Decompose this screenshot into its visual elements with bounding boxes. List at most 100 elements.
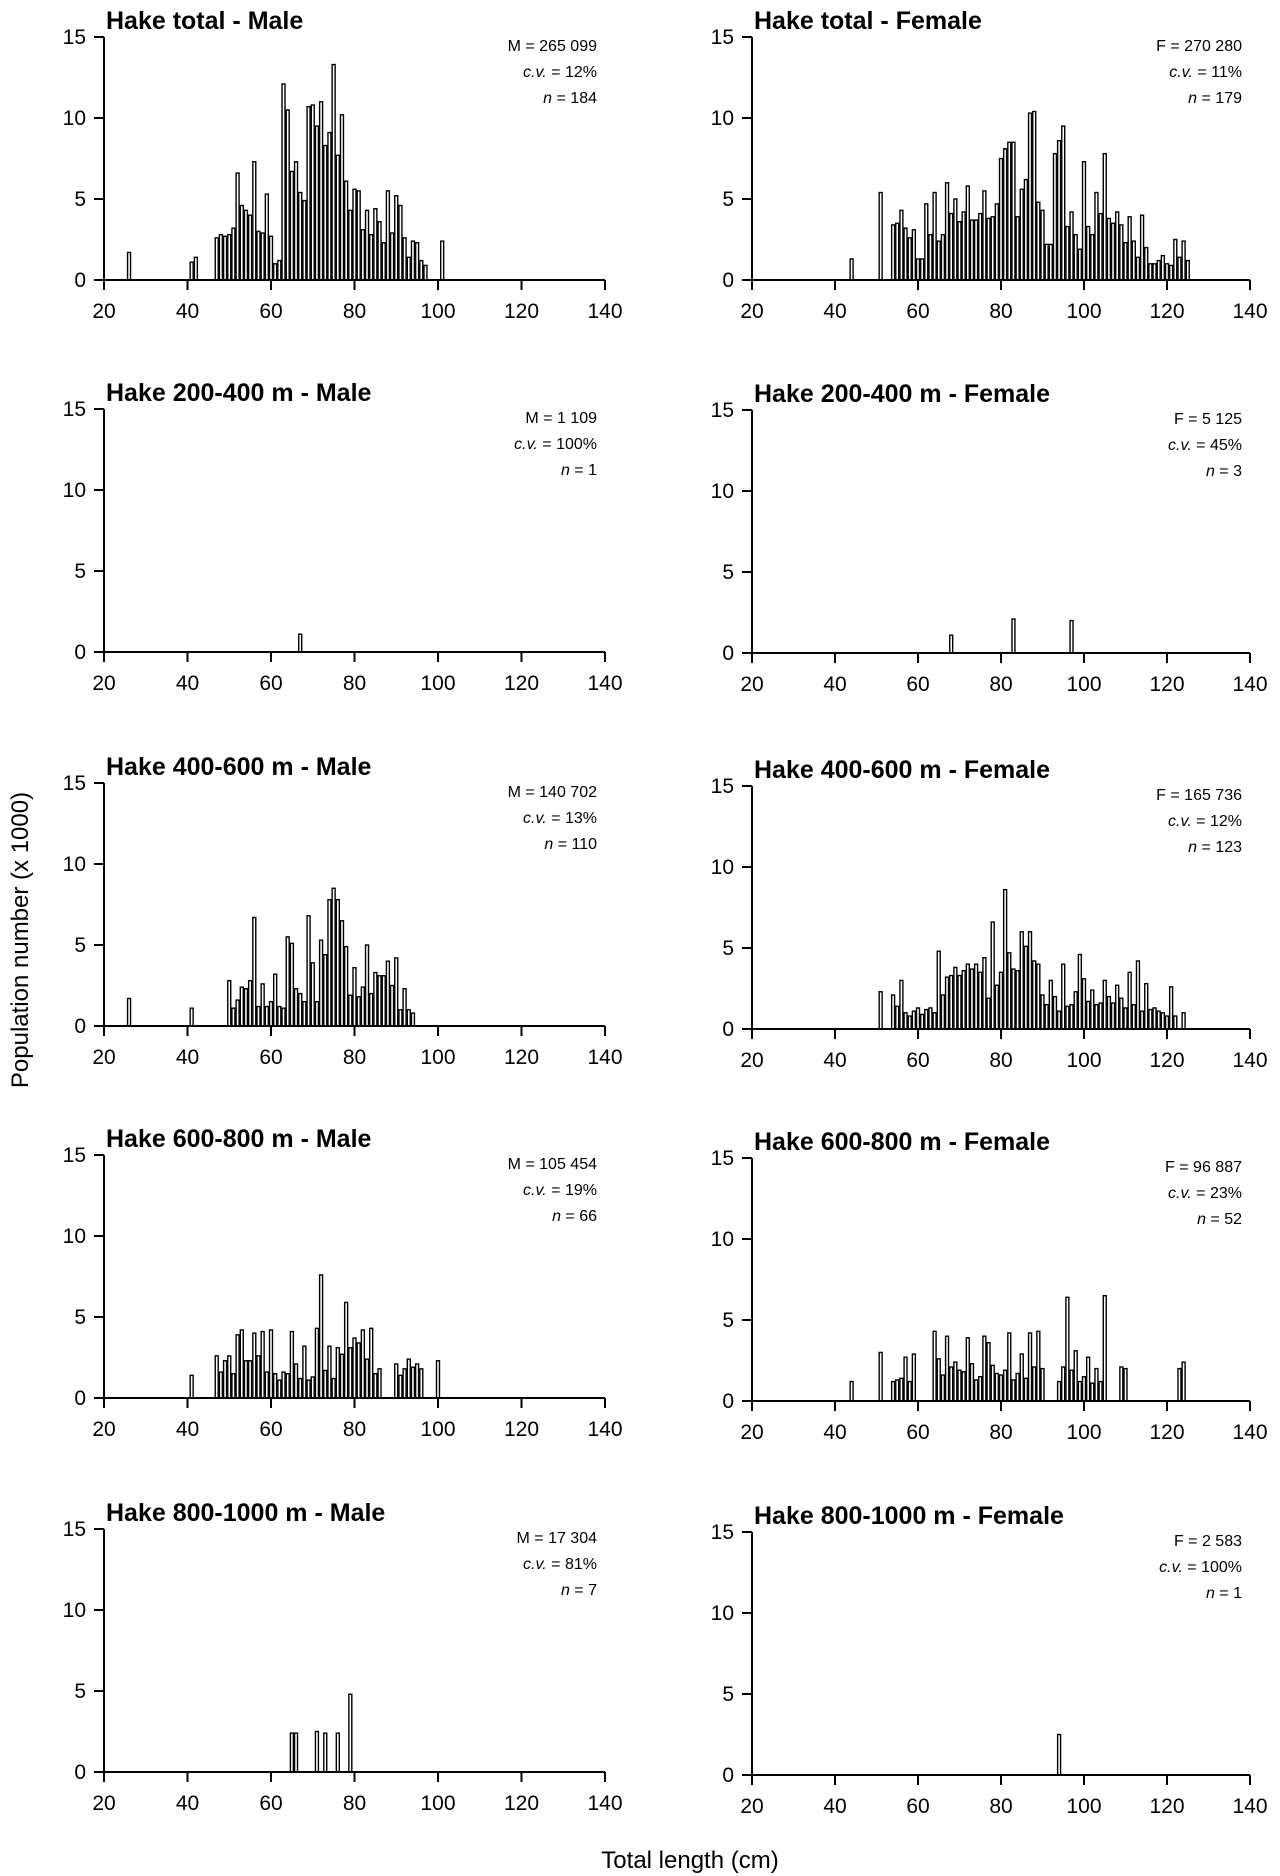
histogram-bar	[256, 1355, 261, 1399]
panel-title: Hake 400-600 m - Male	[106, 753, 372, 781]
y-tick-label: 15	[711, 775, 734, 798]
histogram-bar	[1094, 1004, 1099, 1030]
histogram-bar	[1098, 1380, 1103, 1402]
histogram-bar	[364, 1358, 370, 1399]
x-tick-label: 60	[906, 673, 929, 696]
histogram-bar	[907, 1380, 912, 1402]
histogram-bar	[1139, 1010, 1145, 1030]
histogram-bar	[189, 261, 194, 281]
histogram-bar	[1131, 240, 1136, 281]
x-tick-label: 80	[989, 673, 1012, 696]
histogram-bar	[1181, 1012, 1186, 1030]
histogram-bar	[998, 157, 1004, 281]
panel-stat: c.v. = 81%	[523, 1556, 597, 1573]
x-tick-label: 40	[176, 672, 199, 695]
panel-stat: c.v. = 12%	[1168, 813, 1242, 830]
y-tick-label: 15	[63, 398, 86, 421]
histogram-bar	[1127, 216, 1132, 281]
histogram-bar	[1011, 968, 1016, 1030]
x-tick-label: 40	[176, 1418, 199, 1441]
panel-stat: c.v. = 100%	[514, 436, 597, 453]
histogram-bar	[389, 984, 395, 1027]
histogram-bar	[1098, 212, 1103, 281]
histogram-bar	[1044, 1004, 1049, 1030]
y-tick-label: 15	[711, 26, 734, 49]
histogram-bar	[969, 1363, 975, 1402]
histogram-bar	[285, 1372, 290, 1399]
histogram-bar	[978, 971, 983, 1030]
histogram-bar	[377, 1368, 382, 1399]
x-tick-label: 120	[504, 1046, 539, 1069]
histogram-bar	[1090, 989, 1095, 1030]
histogram-bar	[903, 1356, 908, 1402]
histogram-bar	[969, 968, 975, 1030]
histogram-bar	[335, 154, 340, 281]
histogram-bar	[1081, 161, 1087, 281]
histogram-bar	[381, 242, 386, 281]
panel-title: Hake 200-400 m - Female	[754, 380, 1050, 408]
x-tick-label: 140	[587, 1046, 622, 1069]
histogram-bar	[419, 259, 424, 281]
histogram-bar	[381, 975, 386, 1027]
histogram-bar	[435, 1360, 441, 1399]
histogram-bar	[356, 1342, 361, 1399]
histogram-bar	[222, 235, 228, 281]
histogram-bar	[1002, 888, 1008, 1030]
histogram-bar	[1148, 263, 1153, 281]
x-tick-label: 60	[906, 300, 929, 323]
histogram-bar	[260, 1330, 265, 1399]
panel-stat: M = 140 702	[508, 784, 598, 801]
histogram-bar	[1023, 945, 1029, 1030]
histogram-bar	[423, 264, 428, 281]
histogram-bar	[373, 971, 378, 1027]
y-tick-label: 15	[711, 399, 734, 422]
histogram-bar	[364, 944, 370, 1027]
y-tick-label: 10	[63, 1225, 86, 1248]
histogram-bar	[911, 1353, 917, 1402]
panel-title: Hake total - Male	[106, 7, 303, 35]
histogram-bar	[1139, 214, 1145, 281]
histogram-bar	[1123, 1367, 1128, 1402]
histogram-bar	[298, 1377, 303, 1399]
histogram-bar	[410, 1366, 416, 1399]
histogram-bar	[1144, 246, 1149, 281]
histogram-bar	[1065, 1005, 1070, 1030]
histogram-bar	[1007, 952, 1012, 1030]
histogram-bar	[406, 1358, 411, 1399]
histogram-panel: 20 40 60 80 100 120 140 0 5 10 15 Hake 400-600 m - …	[63, 753, 623, 1069]
histogram-bar	[1152, 263, 1157, 281]
x-tick-label: 20	[92, 672, 115, 695]
histogram-bar	[243, 988, 249, 1027]
histogram-bar	[1094, 1367, 1099, 1402]
x-tick-label: 100	[1066, 1795, 1101, 1818]
histogram-bar	[235, 999, 240, 1027]
histogram-bar	[965, 963, 970, 1030]
histogram-bar	[314, 1730, 320, 1773]
histogram-bar	[302, 199, 307, 281]
histogram-bar	[339, 114, 345, 281]
panel-stat: c.v. = 13%	[523, 810, 597, 827]
histogram-bar	[343, 1301, 349, 1399]
histogram-bar	[293, 1732, 299, 1773]
histogram-bar	[298, 191, 303, 281]
y-tick-label: 15	[63, 1518, 86, 1541]
histogram-bar	[1135, 960, 1141, 1030]
histogram-bar	[1152, 1007, 1157, 1030]
histogram-bar	[932, 1330, 937, 1402]
y-tick-label: 10	[63, 479, 86, 502]
histogram-bar	[369, 992, 374, 1027]
histogram-bar	[218, 233, 224, 281]
y-tick-label: 5	[722, 1309, 734, 1332]
histogram-bar	[394, 195, 399, 281]
y-tick-label: 15	[711, 1147, 734, 1170]
histogram-bar	[293, 988, 299, 1027]
histogram-bar	[1123, 242, 1128, 281]
histogram-bar	[264, 193, 270, 281]
x-tick-label: 40	[176, 1046, 199, 1069]
histogram-bar	[227, 1355, 232, 1399]
histogram-bar	[1102, 1294, 1107, 1402]
y-tick-label: 0	[722, 1764, 734, 1787]
histogram-bar	[899, 1377, 904, 1402]
y-tick-label: 0	[722, 269, 734, 292]
histogram-bar	[419, 1368, 424, 1399]
